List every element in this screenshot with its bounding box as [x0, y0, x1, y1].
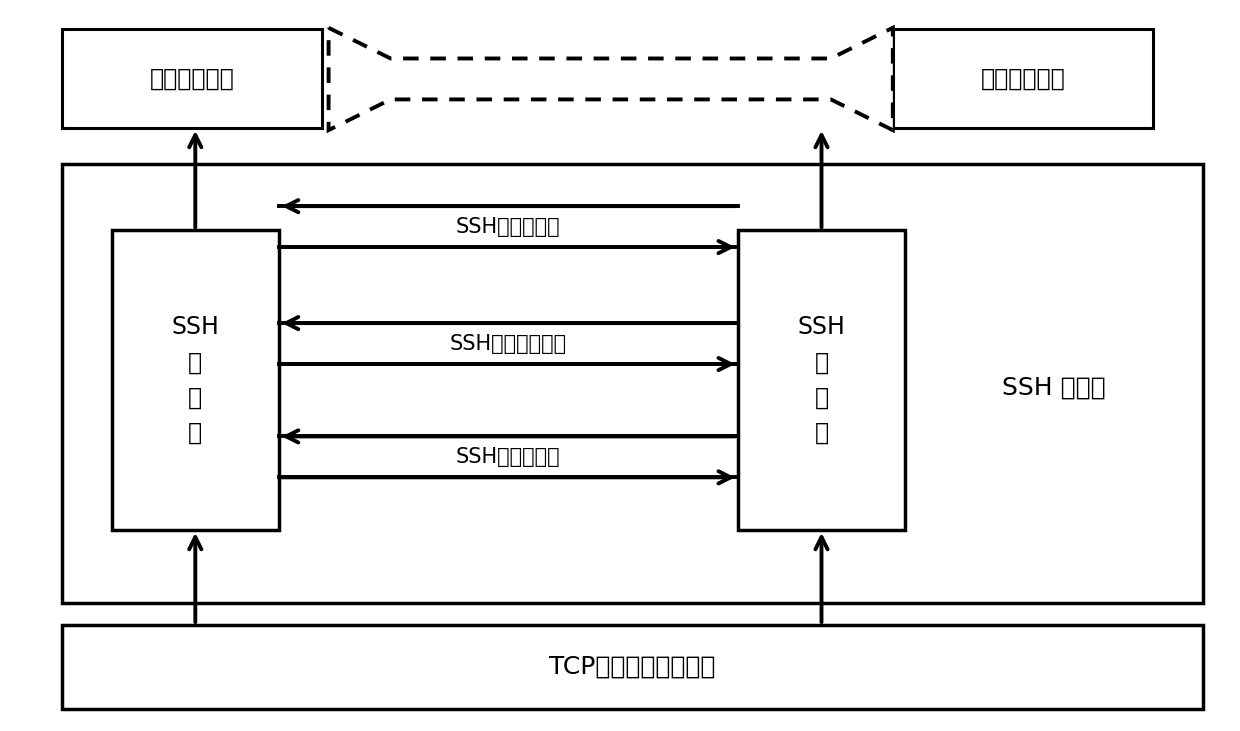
- Bar: [893, 29, 1153, 128]
- Bar: [62, 164, 1203, 603]
- Text: SSH用户认证协议: SSH用户认证协议: [450, 333, 567, 354]
- Text: TCP或其他类型的连接: TCP或其他类型的连接: [549, 655, 715, 679]
- Bar: [738, 230, 905, 530]
- Bar: [112, 230, 279, 530]
- Text: SSH
客
户
端: SSH 客 户 端: [171, 315, 219, 445]
- Text: SSH传输层协议: SSH传输层协议: [456, 447, 560, 467]
- Text: 应用层客户端: 应用层客户端: [150, 67, 234, 91]
- Bar: [62, 29, 322, 128]
- Text: SSH
服
务
器: SSH 服 务 器: [797, 315, 846, 445]
- Text: SSH 协议层: SSH 协议层: [1002, 376, 1106, 399]
- Bar: [62, 625, 1203, 709]
- Text: 应用层客户端: 应用层客户端: [981, 67, 1065, 91]
- Polygon shape: [329, 28, 893, 130]
- Text: SSH连接层协议: SSH连接层协议: [456, 216, 560, 237]
